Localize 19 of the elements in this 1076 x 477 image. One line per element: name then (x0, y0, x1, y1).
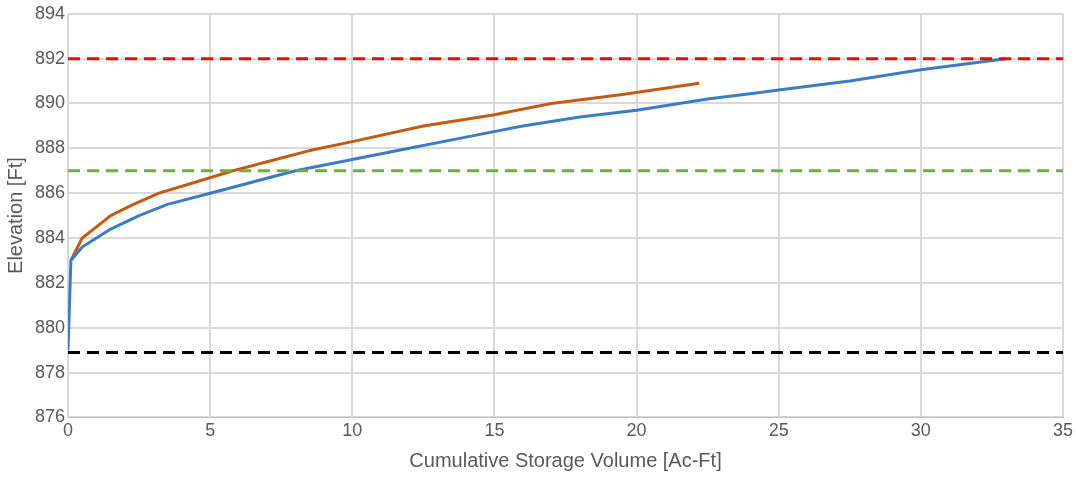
y-tick-label: 882 (34, 271, 66, 292)
y-tick-label: 888 (34, 137, 66, 158)
x-tick-label: 30 (910, 420, 931, 441)
y-tick-label: 894 (34, 2, 66, 23)
y-axis-title: Elevation [Ft] (3, 157, 26, 274)
x-tick-label: 0 (63, 420, 74, 441)
x-tick-label: 10 (342, 420, 363, 441)
x-axis-title: Cumulative Storage Volume [Ac-Ft] (409, 448, 722, 471)
y-tick-label: 892 (34, 47, 66, 68)
x-tick-label: 15 (484, 420, 505, 441)
y-tick-label: 890 (34, 92, 66, 113)
y-tick-label: 884 (34, 226, 66, 247)
y-tick-label: 880 (34, 316, 66, 337)
y-tick-label: 878 (34, 361, 66, 382)
x-tick-label: 20 (626, 420, 647, 441)
y-tick-label: 886 (34, 182, 66, 203)
x-tick-label: 35 (1052, 420, 1073, 441)
x-tick-label: 25 (768, 420, 789, 441)
x-tick-label: 5 (205, 420, 216, 441)
